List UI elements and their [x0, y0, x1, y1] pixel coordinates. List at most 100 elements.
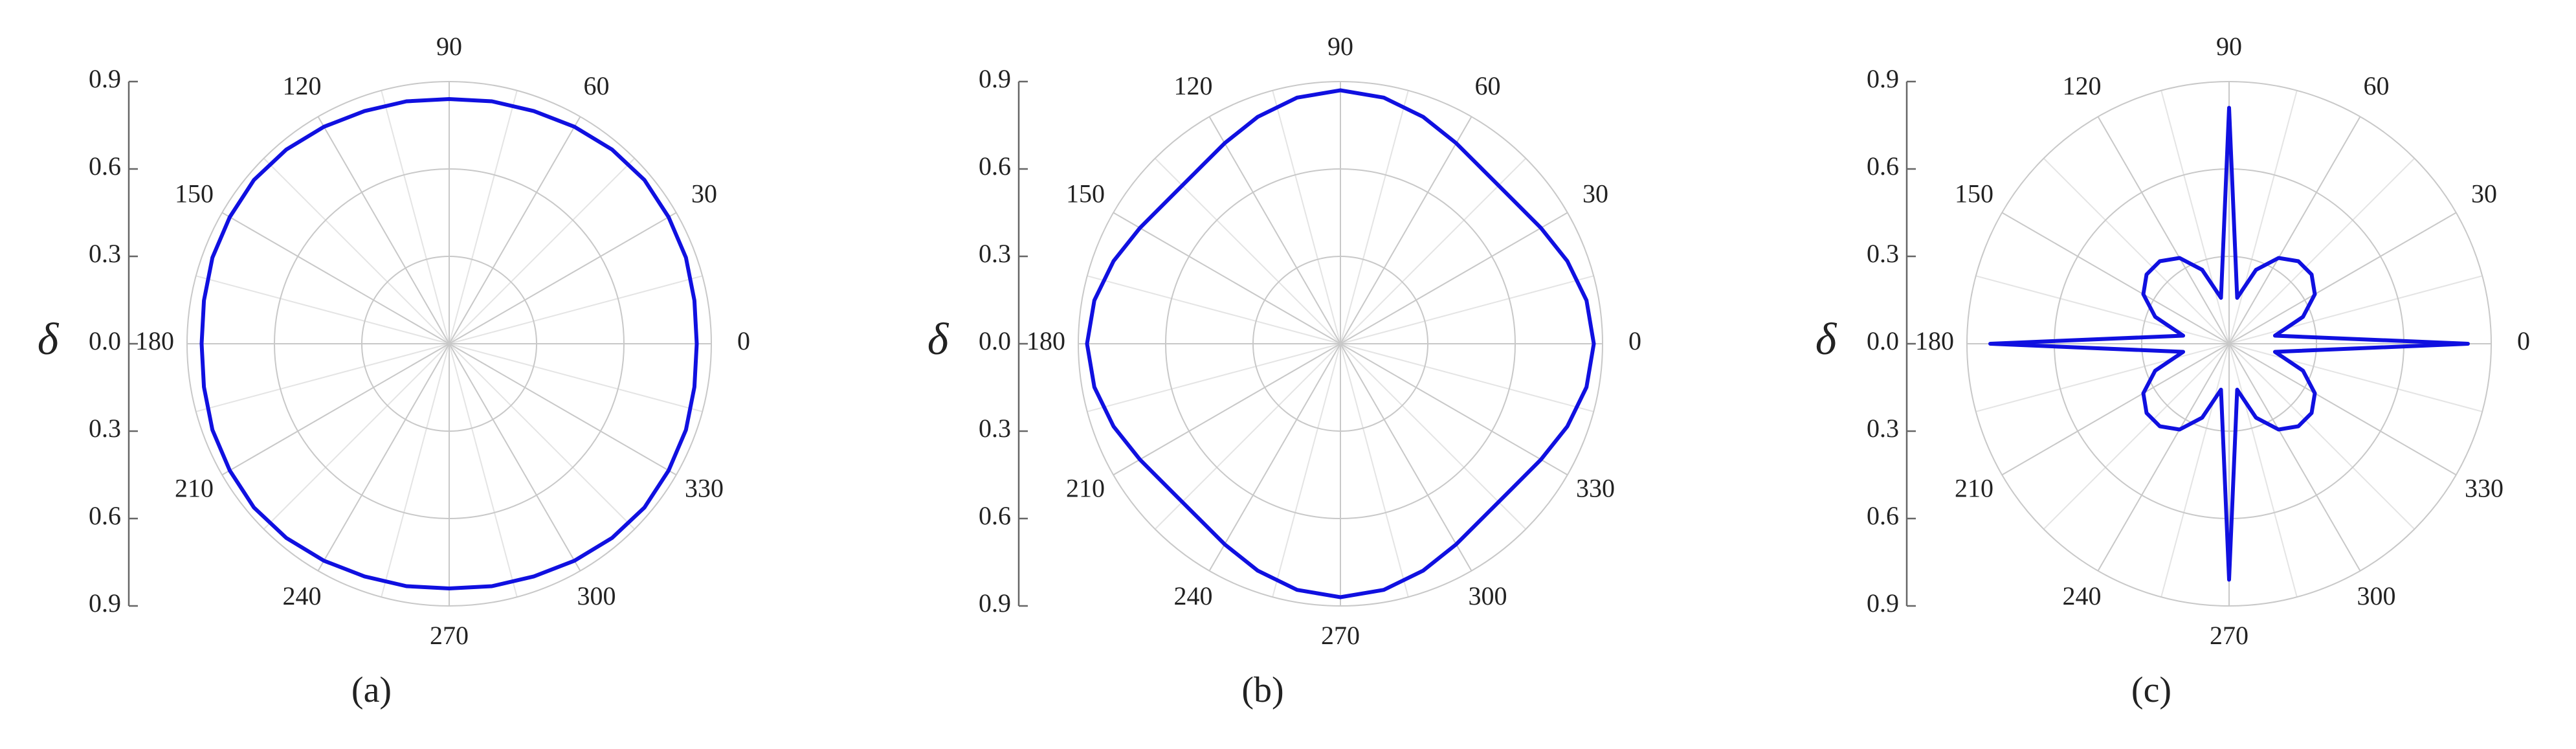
angle-label: 210 — [1066, 474, 1105, 503]
angle-label: 300 — [577, 581, 616, 610]
minor-spoke — [195, 343, 450, 412]
y-tick-label: 0.9 — [1867, 64, 1899, 93]
minor-spoke — [1087, 343, 1341, 412]
angle-label: 60 — [584, 71, 610, 100]
angle-label: 180 — [1915, 326, 1954, 355]
y-axis-label: δ — [38, 315, 60, 364]
y-tick-label: 0.0 — [979, 326, 1011, 355]
spoke — [317, 343, 450, 572]
angle-label: 240 — [1174, 581, 1213, 610]
spoke — [2001, 212, 2230, 344]
minor-spoke — [1154, 343, 1341, 530]
spoke — [221, 212, 450, 344]
angle-label: 180 — [1027, 326, 1065, 355]
minor-spoke — [2228, 343, 2415, 530]
angle-label: 270 — [2210, 621, 2248, 650]
angle-label: 30 — [1582, 179, 1608, 208]
panel-label: (a) — [351, 670, 392, 710]
spoke — [221, 343, 450, 476]
y-tick-label: 0.9 — [979, 588, 1011, 618]
minor-spoke — [1975, 343, 2230, 412]
y-tick-label: 0.9 — [89, 64, 121, 93]
minor-spoke — [263, 343, 450, 530]
angle-label: 150 — [1066, 179, 1105, 208]
minor-spoke — [2043, 343, 2230, 530]
minor-spoke — [1272, 90, 1341, 344]
y-tick-label: 0.6 — [1867, 501, 1899, 530]
minor-spoke — [2228, 90, 2298, 344]
minor-spoke — [2160, 90, 2230, 344]
spoke — [2228, 343, 2457, 476]
spoke — [1340, 116, 1472, 344]
y-tick-label: 0.6 — [89, 501, 121, 530]
angle-label: 210 — [175, 474, 214, 503]
y-tick-label: 0.3 — [979, 239, 1011, 268]
y-tick-label: 0.0 — [1867, 326, 1899, 355]
spoke — [1340, 212, 1568, 344]
angle-label: 300 — [1469, 581, 1507, 610]
minor-spoke — [195, 275, 450, 344]
spoke — [2228, 343, 2361, 572]
spoke — [2228, 116, 2361, 344]
angle-label: 90 — [436, 32, 462, 61]
minor-spoke — [449, 157, 636, 344]
minor-spoke — [1340, 157, 1527, 344]
spoke — [449, 116, 581, 344]
spoke — [449, 343, 677, 476]
minor-spoke — [449, 343, 703, 412]
angle-label: 90 — [2216, 32, 2242, 61]
angle-label: 0 — [737, 326, 750, 355]
angle-label: 240 — [283, 581, 322, 610]
minor-spoke — [1087, 275, 1341, 344]
minor-spoke — [449, 343, 518, 598]
angle-label: 270 — [430, 621, 469, 650]
y-tick-label: 0.0 — [89, 326, 121, 355]
y-tick-label: 0.9 — [89, 588, 121, 618]
angle-label: 30 — [2471, 179, 2497, 208]
y-tick-label: 0.6 — [979, 501, 1011, 530]
minor-spoke — [381, 90, 450, 344]
angle-label: 150 — [1955, 179, 1993, 208]
spoke — [1113, 212, 1341, 344]
y-tick-label: 0.9 — [1867, 588, 1899, 618]
panel-label: (b) — [1241, 670, 1283, 710]
angle-label: 60 — [2364, 71, 2390, 100]
y-tick-label: 0.3 — [1867, 414, 1899, 443]
minor-spoke — [2160, 343, 2230, 598]
y-tick-label: 0.6 — [1867, 151, 1899, 181]
spoke — [449, 212, 677, 344]
minor-spoke — [1340, 275, 1594, 344]
spoke — [1340, 343, 1472, 572]
angle-label: 300 — [2357, 581, 2396, 610]
angle-label: 150 — [175, 179, 214, 208]
minor-spoke — [2043, 157, 2230, 344]
angle-label: 240 — [2063, 581, 2102, 610]
minor-spoke — [1975, 275, 2230, 344]
angle-label: 120 — [283, 71, 322, 100]
angle-label: 0 — [2517, 326, 2530, 355]
angle-label: 330 — [2465, 474, 2504, 503]
panel-label: (c) — [2131, 670, 2171, 710]
minor-spoke — [1340, 343, 1527, 530]
y-tick-label: 0.3 — [979, 414, 1011, 443]
minor-spoke — [449, 275, 703, 344]
angle-label: 270 — [1321, 621, 1360, 650]
angle-label: 180 — [135, 326, 174, 355]
curve — [199, 97, 699, 590]
curve — [1085, 88, 1596, 599]
y-tick-label: 0.3 — [1867, 239, 1899, 268]
minor-spoke — [381, 343, 450, 598]
y-axis-label: δ — [927, 315, 949, 364]
spoke — [2228, 212, 2457, 344]
spoke — [2097, 116, 2230, 344]
angle-label: 210 — [1955, 474, 1993, 503]
minor-spoke — [1340, 343, 1409, 598]
minor-spoke — [2228, 275, 2483, 344]
y-tick-label: 0.6 — [89, 151, 121, 181]
minor-spoke — [1154, 157, 1341, 344]
spoke — [2001, 343, 2230, 476]
minor-spoke — [1340, 90, 1409, 344]
y-tick-label: 0.3 — [89, 239, 121, 268]
minor-spoke — [449, 343, 636, 530]
